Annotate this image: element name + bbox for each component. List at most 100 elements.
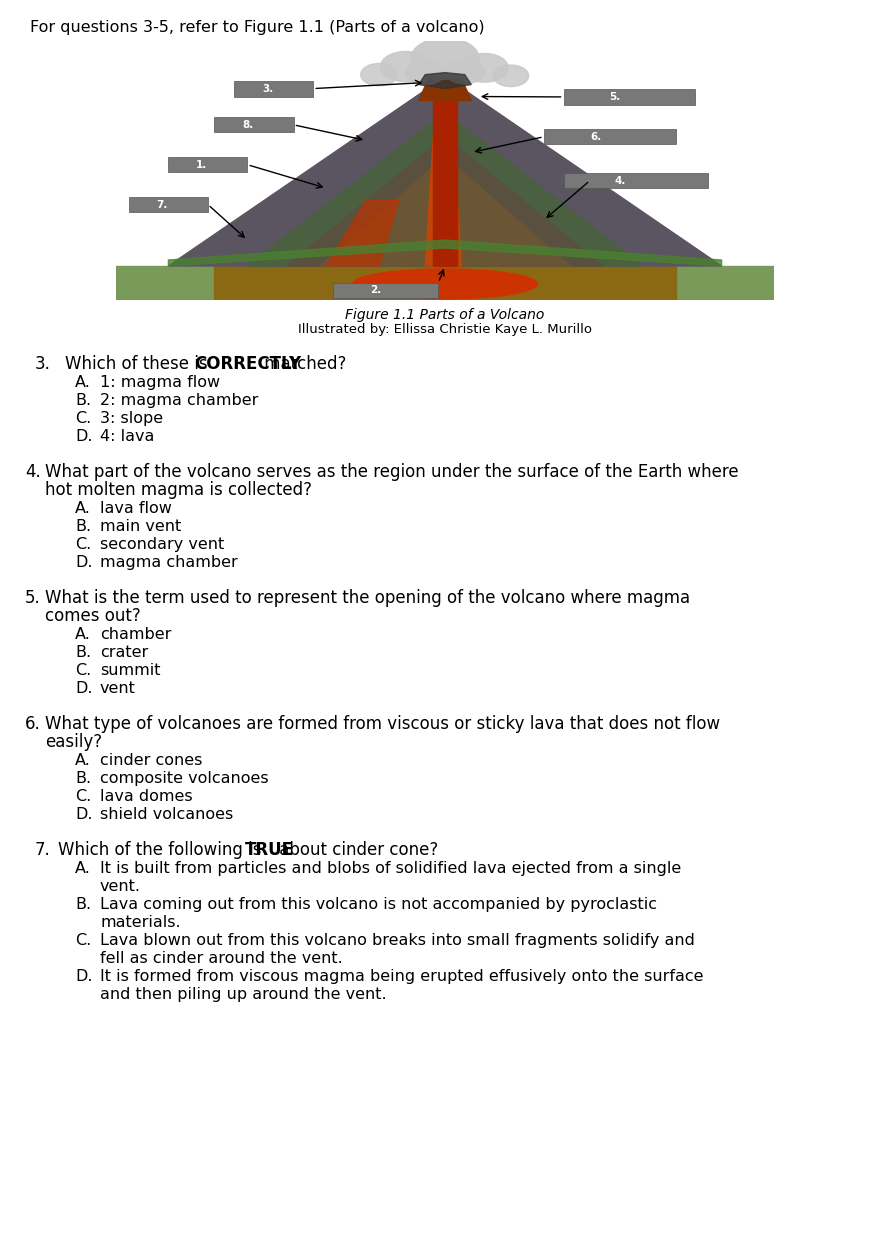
- Text: Which of these is: Which of these is: [65, 355, 213, 373]
- Text: TRUE: TRUE: [246, 842, 295, 859]
- Circle shape: [406, 60, 445, 85]
- Text: A.: A.: [75, 753, 91, 768]
- Text: Illustrated by: Ellissa Christie Kaye L. Murillo: Illustrated by: Ellissa Christie Kaye L.…: [298, 323, 592, 336]
- Text: matched?: matched?: [259, 355, 347, 373]
- FancyBboxPatch shape: [214, 117, 294, 132]
- Text: 3.: 3.: [35, 355, 51, 373]
- Polygon shape: [168, 77, 722, 267]
- Text: lava domes: lava domes: [100, 789, 192, 805]
- Text: summit: summit: [100, 663, 160, 677]
- Text: D.: D.: [75, 429, 93, 444]
- Text: D.: D.: [75, 969, 93, 983]
- Polygon shape: [418, 79, 472, 100]
- Text: C.: C.: [75, 411, 92, 426]
- Text: secondary vent: secondary vent: [100, 537, 224, 552]
- Polygon shape: [433, 100, 457, 267]
- FancyBboxPatch shape: [234, 80, 313, 96]
- Text: 2: magma chamber: 2: magma chamber: [100, 392, 258, 408]
- Text: B.: B.: [75, 771, 91, 786]
- Polygon shape: [425, 109, 462, 267]
- Text: about cinder cone?: about cinder cone?: [274, 842, 438, 859]
- Text: B.: B.: [75, 897, 91, 912]
- Text: A.: A.: [75, 861, 91, 876]
- Text: hot molten magma is collected?: hot molten magma is collected?: [45, 481, 312, 499]
- Text: C.: C.: [75, 663, 92, 677]
- Text: vent: vent: [100, 681, 136, 696]
- Ellipse shape: [352, 269, 538, 299]
- Circle shape: [461, 53, 508, 83]
- Text: cinder cones: cinder cones: [100, 753, 202, 768]
- Text: C.: C.: [75, 933, 92, 948]
- Polygon shape: [247, 112, 643, 267]
- Text: 6.: 6.: [25, 714, 41, 733]
- Text: 4.: 4.: [614, 175, 626, 185]
- FancyBboxPatch shape: [544, 130, 676, 144]
- Text: It is built from particles and blobs of solidified lava ejected from a single: It is built from particles and blobs of …: [100, 861, 681, 876]
- Text: Lava coming out from this volcano is not accompanied by pyroclastic: Lava coming out from this volcano is not…: [100, 897, 657, 912]
- Text: easily?: easily?: [45, 733, 102, 752]
- Text: 5.: 5.: [610, 93, 621, 102]
- Text: 7.: 7.: [35, 842, 51, 859]
- Text: and then piling up around the vent.: and then piling up around the vent.: [100, 987, 386, 1002]
- Text: A.: A.: [75, 627, 91, 642]
- Polygon shape: [214, 267, 676, 300]
- Text: vent.: vent.: [100, 879, 141, 893]
- Text: Figure 1.1 Parts of a Volcano: Figure 1.1 Parts of a Volcano: [345, 308, 545, 322]
- Circle shape: [360, 63, 398, 86]
- Text: composite volcanoes: composite volcanoes: [100, 771, 269, 786]
- Text: 4.: 4.: [25, 463, 41, 481]
- Text: main vent: main vent: [100, 520, 182, 534]
- Text: What type of volcanoes are formed from viscous or sticky lava that does not flow: What type of volcanoes are formed from v…: [45, 714, 720, 733]
- Text: fell as cinder around the vent.: fell as cinder around the vent.: [100, 951, 343, 966]
- Text: lava flow: lava flow: [100, 501, 172, 516]
- FancyBboxPatch shape: [129, 197, 208, 212]
- Text: Lava blown out from this volcano breaks into small fragments solidify and: Lava blown out from this volcano breaks …: [100, 933, 695, 948]
- Text: 5.: 5.: [25, 589, 41, 607]
- Polygon shape: [287, 137, 603, 267]
- Polygon shape: [116, 267, 774, 300]
- Text: 3: slope: 3: slope: [100, 411, 163, 426]
- Text: C.: C.: [75, 537, 92, 552]
- Circle shape: [493, 65, 529, 86]
- Text: magma chamber: magma chamber: [100, 555, 238, 570]
- Text: 6.: 6.: [590, 132, 601, 142]
- Text: materials.: materials.: [100, 914, 181, 930]
- Text: A.: A.: [75, 501, 91, 516]
- Text: C.: C.: [75, 789, 92, 805]
- Circle shape: [411, 38, 479, 79]
- FancyBboxPatch shape: [168, 157, 247, 173]
- Text: What part of the volcano serves as the region under the surface of the Earth whe: What part of the volcano serves as the r…: [45, 463, 739, 481]
- Polygon shape: [168, 241, 722, 267]
- Text: B.: B.: [75, 645, 91, 660]
- Text: 7.: 7.: [157, 200, 168, 210]
- Text: D.: D.: [75, 681, 93, 696]
- FancyBboxPatch shape: [563, 89, 695, 105]
- Polygon shape: [327, 200, 399, 267]
- FancyBboxPatch shape: [563, 173, 708, 189]
- Text: 1.: 1.: [196, 159, 207, 170]
- Text: 8.: 8.: [242, 120, 254, 130]
- Circle shape: [445, 60, 484, 84]
- Text: comes out?: comes out?: [45, 607, 141, 624]
- Polygon shape: [418, 73, 472, 89]
- Text: 3.: 3.: [262, 84, 273, 94]
- Text: crater: crater: [100, 645, 149, 660]
- Text: 1: magma flow: 1: magma flow: [100, 375, 220, 390]
- Circle shape: [380, 52, 431, 81]
- Text: D.: D.: [75, 555, 93, 570]
- Text: A.: A.: [75, 375, 91, 390]
- Text: shield volcanoes: shield volcanoes: [100, 807, 233, 822]
- Text: It is formed from viscous magma being erupted effusively onto the surface: It is formed from viscous magma being er…: [100, 969, 703, 983]
- Text: Which of the following is: Which of the following is: [58, 842, 267, 859]
- Polygon shape: [320, 157, 570, 267]
- FancyBboxPatch shape: [333, 283, 439, 297]
- Text: B.: B.: [75, 392, 91, 408]
- Text: For questions 3-5, refer to Figure 1.1 (Parts of a volcano): For questions 3-5, refer to Figure 1.1 (…: [30, 20, 485, 35]
- Text: What is the term used to represent the opening of the volcano where magma: What is the term used to represent the o…: [45, 589, 690, 607]
- Text: 4: lava: 4: lava: [100, 429, 154, 444]
- Text: chamber: chamber: [100, 627, 172, 642]
- Text: 2.: 2.: [370, 285, 381, 295]
- Text: CORRECTLY: CORRECTLY: [195, 355, 302, 373]
- Text: B.: B.: [75, 520, 91, 534]
- Text: D.: D.: [75, 807, 93, 822]
